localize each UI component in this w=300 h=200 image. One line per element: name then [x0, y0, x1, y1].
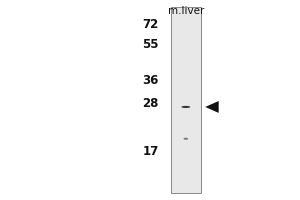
Bar — [171, 7, 201, 193]
Text: 17: 17 — [143, 145, 159, 158]
Text: 36: 36 — [142, 74, 159, 87]
Ellipse shape — [184, 138, 188, 140]
Text: 55: 55 — [142, 38, 159, 51]
Polygon shape — [205, 101, 219, 113]
Text: m.liver: m.liver — [168, 6, 204, 16]
Text: 28: 28 — [142, 97, 159, 110]
Ellipse shape — [182, 106, 190, 108]
Text: 72: 72 — [143, 18, 159, 31]
